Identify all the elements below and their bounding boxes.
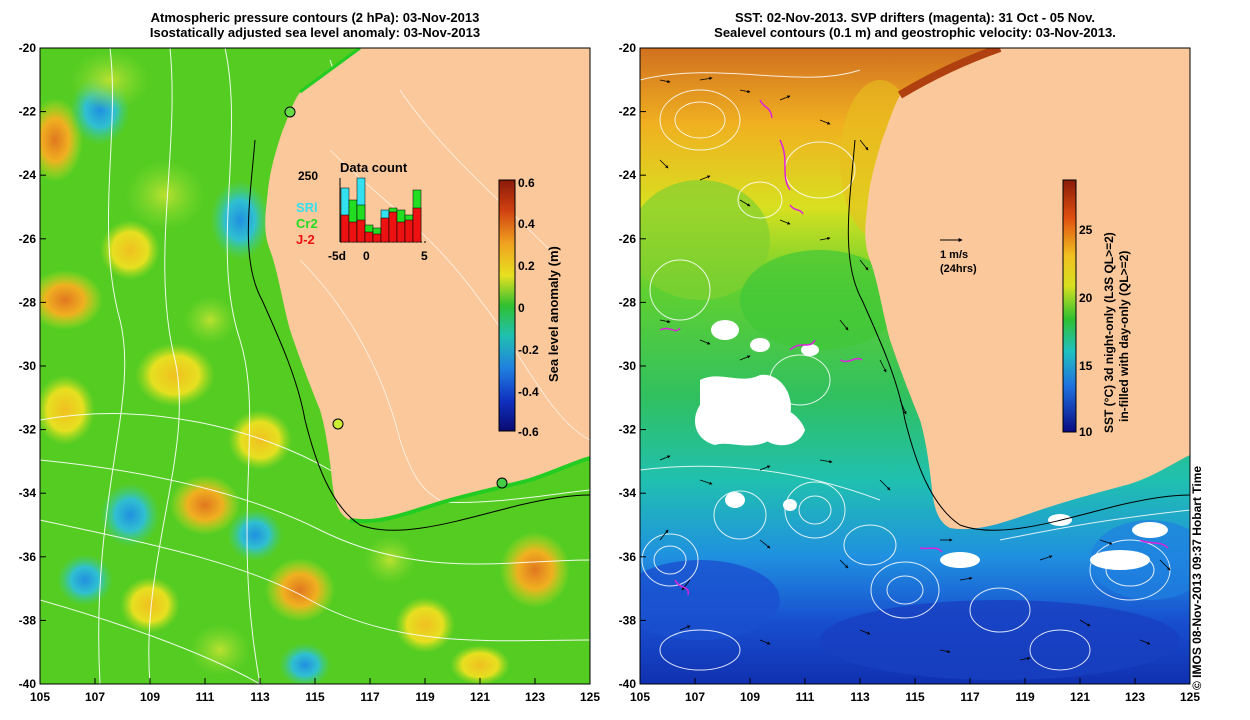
cb-left-tick: -0.4 (518, 385, 539, 399)
left-panel-title: Atmospheric pressure contours (2 hPa): 0… (40, 10, 590, 40)
y-tick-label: -40 (619, 677, 637, 691)
right-panel-title: SST: 02-Nov-2013. SVP drifters (magenta)… (640, 10, 1190, 40)
cb-right-tick: 15 (1079, 359, 1093, 373)
right-colorbar-label-2: in-filled with day-only (QL>=2) (1117, 251, 1131, 422)
legend-srl: SRl (296, 200, 318, 215)
y-tick-label: -22 (619, 105, 637, 119)
shelf-contour-right (847, 139, 1190, 531)
x-tick-label: 105 (30, 690, 50, 704)
left-title-line2: Isostatically adjusted sea level anomaly… (149, 25, 481, 40)
land-pressure-contours (299, 89, 590, 501)
tide-gauge-marker (332, 418, 344, 430)
scale-arrow-label: 1 m/s (940, 249, 968, 261)
left-colorbar-label: Sea level anomaly (m) (546, 246, 561, 382)
y-tick-label: -24 (19, 168, 37, 182)
cb-left-tick: 0.2 (518, 259, 535, 273)
left-title-line1: Atmospheric pressure contours (2 hPa): 0… (150, 10, 480, 25)
inset-bars (340, 177, 422, 243)
y-tick-label: -28 (19, 295, 37, 309)
sealevel-contours (640, 69, 1190, 671)
inset-xtick-5: 5 (421, 249, 428, 263)
y-tick-label: -30 (619, 359, 637, 373)
right-title-line1: SST: 02-Nov-2013. SVP drifters (magenta)… (734, 10, 1096, 25)
cb-left-tick: 0.4 (518, 217, 535, 231)
right-title-line2: Sealevel contours (0.1 m) and geostrophi… (714, 25, 1116, 40)
right-map: 1 m/s (24hrs) 105 107 109 111 113 115 117 119 12… (619, 41, 1201, 704)
cb-left-tick: 0 (518, 301, 525, 315)
cb-right-tick: 20 (1079, 291, 1093, 305)
x-tick-label: 125 (1180, 690, 1200, 704)
y-tick-label: -24 (619, 168, 637, 182)
right-axis-ticks: 105 107 109 111 113 115 117 119 121 123 125 -20 -22 -… (619, 41, 1201, 704)
x-tick-label: 115 (305, 690, 325, 704)
left-axis-ticks: 105 107 109 111 113 115 117 119 121 123 125 -20 -22 -… (19, 41, 601, 704)
tide-gauge-marker (284, 106, 296, 118)
australia-land-right (865, 48, 1190, 530)
sea-level-anomaly-blobs (40, 50, 570, 684)
x-tick-label: 119 (415, 690, 435, 704)
svp-drifter-tracks (659, 99, 1169, 596)
x-tick-label: 111 (796, 690, 815, 704)
right-colorbar: 25 20 15 10 SST (°C) 3d night-only (L3S … (1062, 179, 1131, 439)
inset-xtick-neg5: -5d (328, 249, 346, 263)
velocity-scale: 1 m/s (24hrs) (940, 238, 977, 275)
tide-gauge-marker (496, 477, 508, 489)
y-tick-label: -38 (619, 613, 637, 627)
y-tick-label: -30 (19, 359, 37, 373)
inset-ymax: 250 (298, 169, 318, 183)
cb-left-tick: -0.2 (518, 343, 539, 357)
x-tick-label: 121 (470, 690, 490, 704)
y-tick-label: -26 (19, 232, 37, 246)
y-tick-label: -34 (19, 486, 37, 500)
y-tick-label: -36 (619, 550, 637, 564)
shelf-contour-left (247, 139, 590, 531)
inset-xtick-0: 0 (363, 249, 370, 263)
y-tick-label: -32 (19, 423, 37, 437)
cb-left-tick: -0.6 (518, 425, 539, 439)
y-tick-label: -28 (619, 295, 637, 309)
x-tick-label: 123 (525, 690, 545, 704)
y-tick-label: -26 (619, 232, 637, 246)
x-tick-label: 121 (1070, 690, 1090, 704)
x-tick-label: 105 (630, 690, 650, 704)
x-tick-label: 125 (580, 690, 600, 704)
x-tick-label: 107 (685, 690, 705, 704)
x-tick-label: 109 (140, 690, 160, 704)
x-tick-label: 117 (960, 690, 980, 704)
legend-cr2: Cr2 (296, 216, 318, 231)
legend-j2: J-2 (296, 232, 315, 247)
right-colorbar-label-1: SST (°C) 3d night-only (L3S QL>=2) (1102, 232, 1116, 433)
x-tick-label: 115 (905, 690, 925, 704)
x-tick-label: 107 (85, 690, 105, 704)
x-tick-label: 113 (850, 690, 870, 704)
x-tick-label: 109 (740, 690, 760, 704)
y-tick-label: -34 (619, 486, 637, 500)
x-tick-label: 117 (360, 690, 380, 704)
y-tick-label: -36 (19, 550, 37, 564)
y-tick-label: -38 (19, 613, 37, 627)
cloud-mask (695, 320, 1168, 570)
y-tick-label: -20 (19, 41, 37, 55)
x-tick-label: 113 (250, 690, 270, 704)
imos-credit: © IMOS 08-Nov-2013 09:37 Hobart Time (1190, 465, 1204, 690)
geostrophic-velocity-arrows (659, 76, 1171, 661)
cb-right-tick: 25 (1079, 223, 1093, 237)
left-colorbar: 0.6 0.4 0.2 0 -0.2 -0.4 -0.6 Sea level a… (498, 176, 561, 439)
cb-right-tick: 10 (1079, 425, 1093, 439)
y-tick-label: -20 (619, 41, 637, 55)
x-tick-label: 123 (1125, 690, 1145, 704)
left-map: 105 107 109 111 113 115 117 119 121 123 125 -20 -22 -… (19, 41, 601, 704)
cb-left-tick: 0.6 (518, 176, 535, 190)
data-count-inset: Data count 250 (296, 160, 428, 263)
x-tick-label: 111 (196, 690, 215, 704)
x-tick-label: 119 (1015, 690, 1035, 704)
scale-arrow-sublabel: (24hrs) (940, 263, 977, 275)
inset-title: Data count (340, 160, 408, 175)
y-tick-label: -32 (619, 423, 637, 437)
y-tick-label: -40 (19, 677, 37, 691)
y-tick-label: -22 (19, 105, 37, 119)
